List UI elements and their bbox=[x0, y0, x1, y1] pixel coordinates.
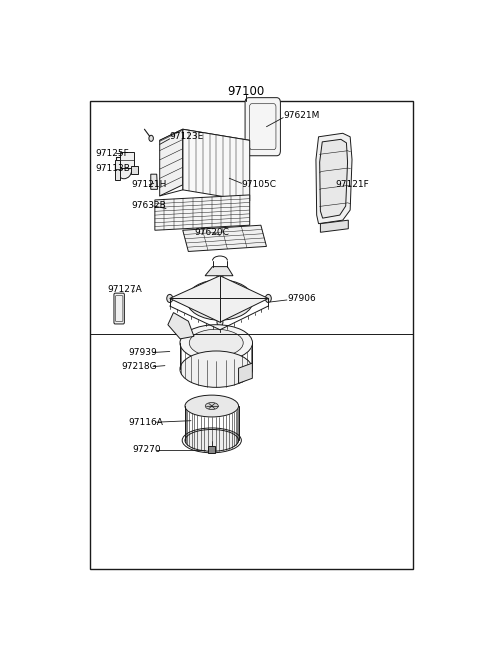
Circle shape bbox=[149, 135, 154, 141]
Polygon shape bbox=[183, 225, 266, 251]
Bar bbox=[90, 102, 413, 569]
Ellipse shape bbox=[116, 161, 132, 178]
Text: 97127A: 97127A bbox=[108, 285, 143, 295]
Text: 97939: 97939 bbox=[129, 348, 157, 357]
Ellipse shape bbox=[205, 403, 218, 409]
Polygon shape bbox=[320, 139, 348, 218]
Polygon shape bbox=[316, 133, 352, 224]
Text: 97621M: 97621M bbox=[283, 111, 320, 120]
Polygon shape bbox=[155, 195, 250, 230]
Ellipse shape bbox=[180, 325, 252, 361]
Text: 97125F: 97125F bbox=[96, 149, 129, 158]
Text: 97113B: 97113B bbox=[96, 164, 130, 173]
Ellipse shape bbox=[180, 351, 252, 387]
Polygon shape bbox=[151, 174, 157, 190]
Text: 97100: 97100 bbox=[228, 85, 264, 98]
Circle shape bbox=[167, 295, 173, 302]
Text: 97121F: 97121F bbox=[335, 180, 369, 190]
Polygon shape bbox=[115, 159, 120, 180]
Text: 97105C: 97105C bbox=[241, 180, 276, 190]
Ellipse shape bbox=[198, 286, 242, 314]
FancyBboxPatch shape bbox=[114, 293, 124, 324]
Polygon shape bbox=[131, 165, 138, 174]
Polygon shape bbox=[205, 266, 233, 276]
Ellipse shape bbox=[209, 293, 231, 307]
Text: 97270: 97270 bbox=[132, 445, 161, 455]
Circle shape bbox=[265, 295, 271, 302]
Text: 97123E: 97123E bbox=[170, 133, 204, 141]
Text: 97116A: 97116A bbox=[129, 418, 164, 426]
Polygon shape bbox=[321, 220, 348, 232]
Polygon shape bbox=[160, 129, 183, 196]
Text: 97121H: 97121H bbox=[132, 180, 167, 190]
Polygon shape bbox=[168, 313, 194, 339]
Text: 97906: 97906 bbox=[287, 294, 316, 303]
Ellipse shape bbox=[189, 329, 243, 356]
Text: 97218G: 97218G bbox=[121, 362, 157, 371]
Polygon shape bbox=[120, 152, 133, 168]
Text: 97620C: 97620C bbox=[194, 228, 229, 237]
Polygon shape bbox=[160, 129, 250, 152]
Polygon shape bbox=[170, 276, 268, 322]
Polygon shape bbox=[239, 363, 252, 383]
Ellipse shape bbox=[186, 279, 253, 320]
Ellipse shape bbox=[185, 395, 239, 417]
Text: 97632B: 97632B bbox=[132, 201, 166, 209]
Circle shape bbox=[217, 318, 223, 326]
Polygon shape bbox=[208, 446, 216, 453]
Polygon shape bbox=[183, 129, 250, 201]
Circle shape bbox=[217, 272, 223, 279]
FancyBboxPatch shape bbox=[245, 98, 280, 155]
Ellipse shape bbox=[185, 430, 239, 451]
